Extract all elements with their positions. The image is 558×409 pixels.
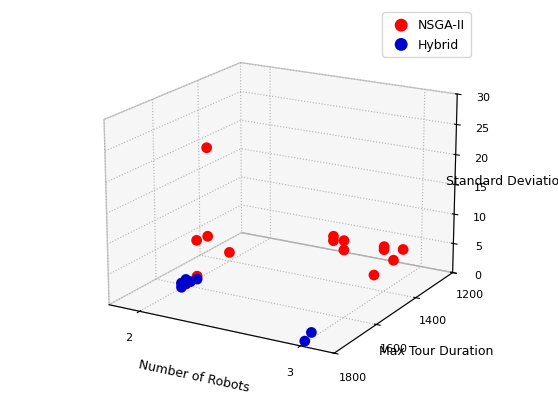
X-axis label: Number of Robots: Number of Robots: [137, 358, 251, 394]
Legend: NSGA-II, Hybrid: NSGA-II, Hybrid: [382, 13, 471, 58]
Y-axis label: Max Tour Duration: Max Tour Duration: [379, 345, 493, 357]
